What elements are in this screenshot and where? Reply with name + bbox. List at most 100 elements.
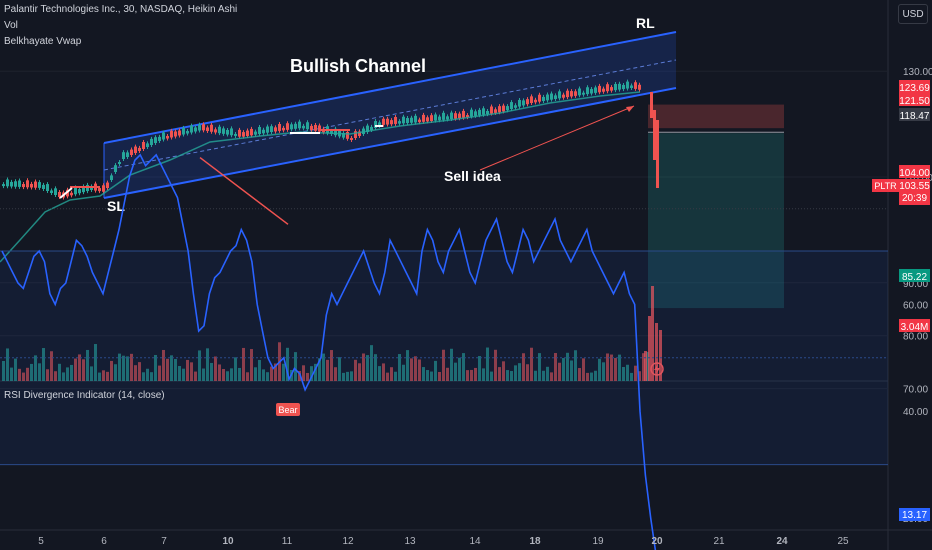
rsi-tick-label: 40.00 — [903, 407, 928, 418]
candle — [302, 125, 305, 129]
candle — [246, 130, 249, 136]
time-tick-label: 11 — [282, 536, 293, 547]
volume-bar — [642, 353, 645, 381]
candle — [238, 129, 241, 137]
volume-bar — [90, 366, 93, 381]
candle — [630, 85, 633, 88]
time-tick-label: 6 — [101, 536, 107, 547]
candle — [38, 182, 41, 188]
bear-label: Bear — [278, 405, 297, 415]
volume-bar — [122, 355, 125, 381]
candle — [130, 149, 133, 155]
ticker-tag-bg — [872, 179, 899, 192]
signal-segment — [59, 187, 73, 199]
price-label-last-bg — [899, 179, 930, 205]
volume-bar — [262, 369, 265, 381]
volume-bar — [466, 370, 469, 381]
candle — [498, 106, 501, 113]
candle — [214, 129, 217, 133]
volume-bar — [142, 372, 145, 381]
candle — [142, 142, 145, 149]
candle — [286, 123, 289, 130]
volume-bar — [550, 372, 553, 381]
volume-bar — [270, 366, 273, 381]
price-tick-label: 70.00 — [903, 385, 928, 396]
candle — [570, 91, 573, 97]
volume-bar — [470, 369, 473, 381]
rsi-last-bg — [899, 508, 930, 521]
volume-bar — [490, 371, 493, 381]
price-label-stop-bg — [899, 80, 930, 93]
candle — [526, 99, 529, 105]
volume-bar — [618, 354, 621, 381]
volume-bar — [602, 362, 605, 381]
volume-bar — [194, 371, 197, 381]
candle — [334, 128, 337, 136]
volume-bar — [346, 371, 349, 381]
volume-bar — [522, 353, 525, 381]
candle — [446, 116, 449, 120]
candle — [370, 126, 373, 130]
time-tick-label: 19 — [592, 536, 604, 547]
channel-lower-line — [103, 87, 677, 199]
volume-bar — [422, 367, 425, 381]
candle — [653, 110, 656, 160]
candle — [622, 84, 625, 90]
candle — [98, 188, 101, 192]
volume-bar — [258, 359, 261, 381]
vwap-legend: Belkhayate Vwap — [4, 36, 82, 47]
candle — [418, 119, 421, 123]
volume-bar — [606, 353, 609, 381]
sell-arrow-line — [479, 105, 635, 171]
candle — [386, 118, 389, 125]
volume-bar — [378, 366, 381, 381]
volume-bar — [318, 358, 321, 381]
candle — [318, 125, 321, 132]
volume-bar — [162, 349, 165, 381]
candle — [426, 117, 429, 122]
candle — [574, 91, 577, 96]
candle — [402, 116, 405, 124]
volume-bar — [450, 348, 453, 381]
volume-bar — [170, 355, 173, 381]
time-tick-label: 20 — [651, 536, 663, 547]
candles-group — [2, 79, 659, 200]
candle — [522, 100, 525, 106]
volume-bar — [198, 350, 201, 381]
volume-bar — [586, 372, 589, 381]
volume-bar — [634, 365, 637, 381]
volume-bar — [430, 371, 433, 381]
candle — [274, 127, 277, 132]
candle — [482, 108, 485, 115]
candle — [106, 182, 109, 188]
candle — [226, 129, 229, 135]
volume-bar — [182, 368, 185, 381]
volume-bar — [22, 372, 25, 381]
volume-bar — [594, 370, 597, 381]
volume-bar — [166, 358, 169, 381]
stop-zone — [648, 104, 784, 129]
volume-bar — [154, 354, 157, 381]
candle — [30, 183, 33, 188]
volume-bar — [534, 370, 537, 381]
vwap-line — [0, 91, 641, 263]
volume-bar — [330, 350, 333, 381]
currency-button[interactable]: USD — [898, 4, 928, 24]
candle — [462, 110, 465, 118]
candle — [650, 92, 653, 118]
candle — [450, 112, 453, 119]
candle — [342, 133, 345, 138]
candle — [50, 190, 53, 193]
candle — [46, 184, 49, 191]
candle — [186, 130, 189, 134]
volume-bar — [578, 368, 581, 381]
rsi-line — [1, 153, 657, 550]
candle — [234, 133, 237, 136]
candle — [530, 96, 533, 103]
price-label-stop: 123.69 — [899, 83, 930, 94]
candle — [58, 191, 61, 197]
volume-bar — [214, 356, 217, 381]
candle — [90, 186, 93, 190]
candle — [258, 127, 261, 134]
